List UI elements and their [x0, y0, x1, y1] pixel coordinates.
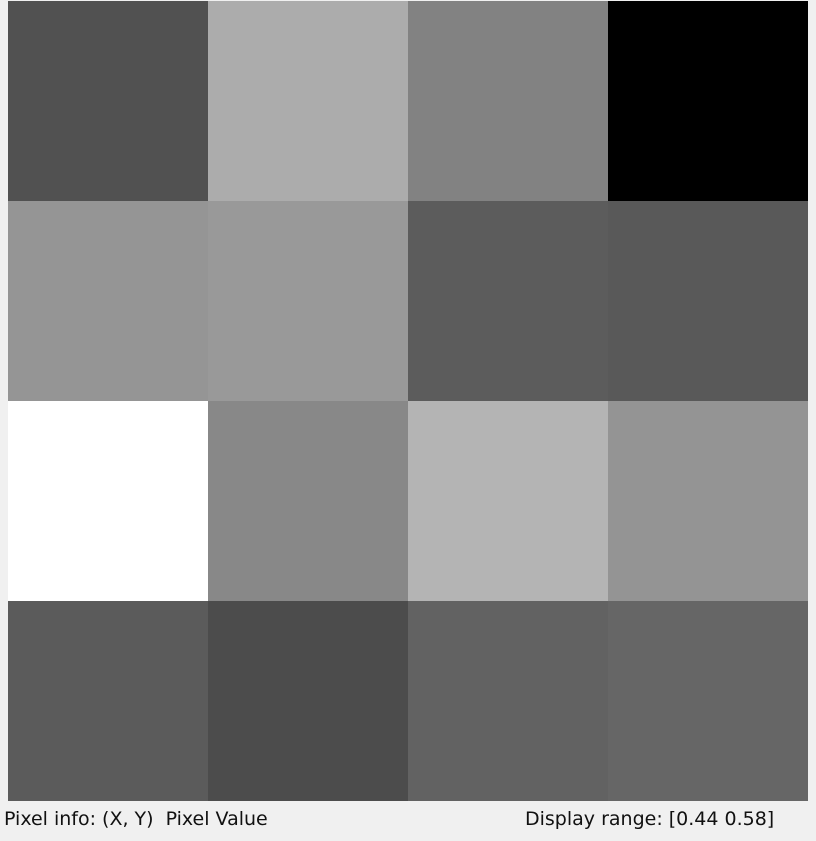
pixel-info: Pixel info: (X, Y) Pixel Value: [4, 808, 268, 830]
pixel-cell[interactable]: [8, 1, 208, 201]
pixel-cell[interactable]: [608, 401, 808, 601]
pixel-value: Pixel Value: [165, 808, 268, 830]
pixel-cell[interactable]: [608, 201, 808, 401]
pixel-cell[interactable]: [408, 1, 608, 201]
pixel-cell[interactable]: [208, 1, 408, 201]
image-canvas[interactable]: [8, 1, 808, 801]
pixel-cell[interactable]: [8, 201, 208, 401]
pixel-cell[interactable]: [208, 201, 408, 401]
pixel-cell[interactable]: [408, 401, 608, 601]
pixel-info-label: Pixel info:: [4, 808, 97, 830]
pixel-cell[interactable]: [608, 1, 808, 201]
display-range-label: Display range:: [525, 808, 663, 830]
pixel-cell[interactable]: [608, 601, 808, 801]
display-range: Display range: [0.44 0.58]: [525, 808, 774, 830]
pixel-cell[interactable]: [408, 601, 608, 801]
pixel-cell[interactable]: [408, 201, 608, 401]
status-bar: Pixel info: (X, Y) Pixel Value Display ran…: [0, 805, 816, 835]
pixel-cell[interactable]: [208, 601, 408, 801]
pixel-cell[interactable]: [8, 401, 208, 601]
pixel-cell[interactable]: [8, 601, 208, 801]
pixel-cell[interactable]: [208, 401, 408, 601]
pixel-coordinates: (X, Y): [102, 808, 154, 830]
display-range-value: [0.44 0.58]: [668, 808, 775, 830]
